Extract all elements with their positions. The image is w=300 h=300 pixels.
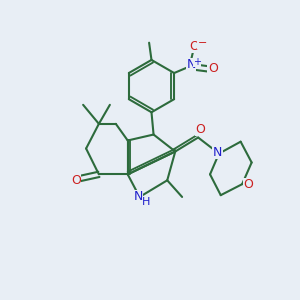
Text: O: O <box>189 40 199 53</box>
Text: N: N <box>186 58 196 71</box>
Text: N: N <box>134 190 143 203</box>
Text: O: O <box>196 123 206 136</box>
Text: H: H <box>142 197 150 207</box>
Text: N: N <box>213 146 222 159</box>
Text: O: O <box>208 62 218 75</box>
Text: −: − <box>197 38 207 48</box>
Text: O: O <box>244 178 254 191</box>
Text: O: O <box>71 174 81 187</box>
Text: +: + <box>193 57 201 67</box>
